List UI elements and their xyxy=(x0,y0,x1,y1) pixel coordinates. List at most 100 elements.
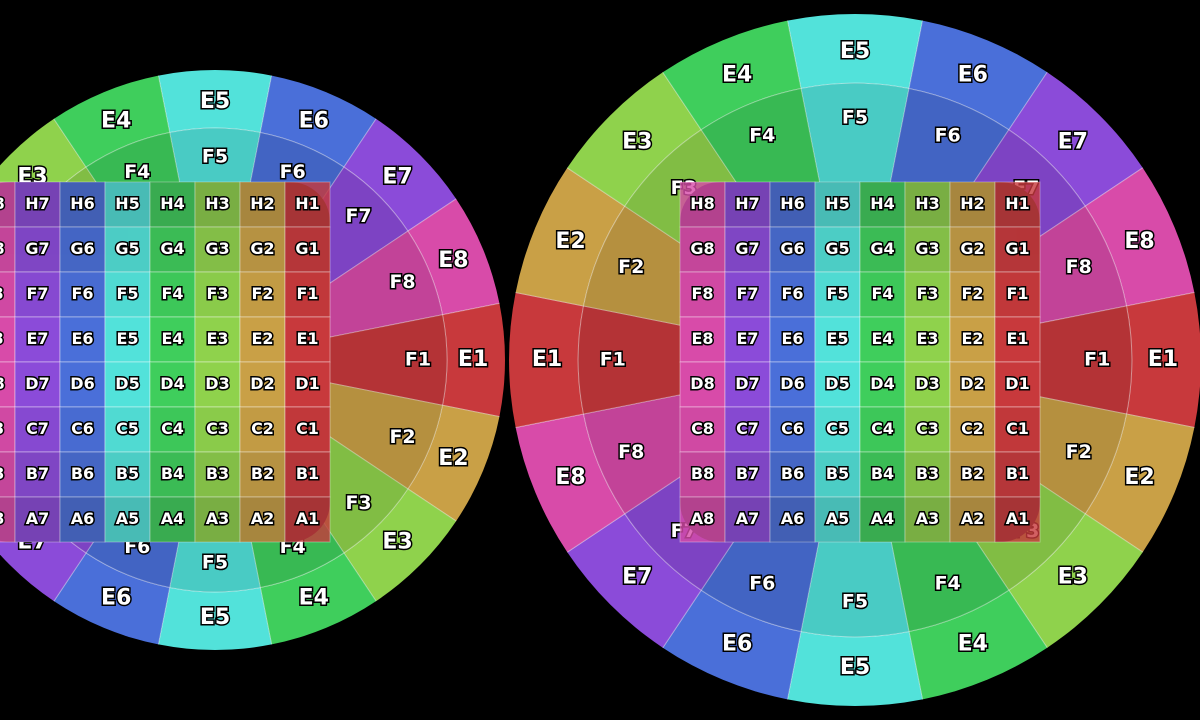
grid-label: B1 xyxy=(1006,464,1029,483)
grid-label: B7 xyxy=(26,464,49,483)
grid-cell xyxy=(679,271,726,318)
grid-cell xyxy=(769,451,816,498)
grid-cell xyxy=(59,226,106,273)
grid-label: C5 xyxy=(116,419,139,438)
grid-cell xyxy=(994,496,1041,543)
ring-label: E6 xyxy=(299,109,329,134)
grid-label: E7 xyxy=(26,329,48,348)
grid-cell xyxy=(994,316,1041,363)
grid-label: D1 xyxy=(1005,374,1029,393)
ring-label: E6 xyxy=(101,585,131,610)
ring-label: F2 xyxy=(618,256,644,278)
grid-label: C1 xyxy=(1006,419,1029,438)
grid-cell xyxy=(239,226,286,273)
grid-label: F1 xyxy=(296,284,318,303)
grid-cell xyxy=(104,226,151,273)
ring-label: E2 xyxy=(438,446,468,471)
grid-label: A6 xyxy=(71,509,95,528)
grid-label: H5 xyxy=(825,194,850,213)
grid-cell xyxy=(994,451,1041,498)
ring-label: E3 xyxy=(1058,565,1088,590)
grid-label: A7 xyxy=(736,509,760,528)
grid-cell xyxy=(994,406,1041,453)
grid-cell xyxy=(14,496,61,543)
grid-label: F4 xyxy=(161,284,183,303)
grid-label: D6 xyxy=(780,374,804,393)
grid-cell xyxy=(149,406,196,453)
grid-cell xyxy=(904,451,951,498)
ring-label: F5 xyxy=(202,552,228,574)
grid-cell xyxy=(904,181,951,228)
grid-label: E3 xyxy=(206,329,228,348)
grid-cell xyxy=(104,496,151,543)
grid-cell xyxy=(59,181,106,228)
grid-label: G2 xyxy=(960,239,984,258)
ring-label: F3 xyxy=(345,492,371,514)
grid-label: D2 xyxy=(960,374,984,393)
grid-cell xyxy=(14,181,61,228)
grid-label: D3 xyxy=(915,374,939,393)
grid-cell xyxy=(724,316,771,363)
grid-cell xyxy=(769,361,816,408)
ring-label: E3 xyxy=(382,530,412,555)
ring-label: E5 xyxy=(200,605,230,630)
ring-label: E4 xyxy=(958,631,988,656)
grid-cell xyxy=(724,406,771,453)
grid-cell xyxy=(769,271,816,318)
ring-label: F1 xyxy=(1084,349,1110,371)
grid-label: H3 xyxy=(915,194,940,213)
ring-label: E5 xyxy=(200,89,230,114)
grid-label: G1 xyxy=(295,239,319,258)
grid-cell xyxy=(949,271,996,318)
ring-label: F6 xyxy=(280,161,306,183)
grid-cell xyxy=(679,451,726,498)
grid-label: H1 xyxy=(295,194,320,213)
grid-label: E2 xyxy=(251,329,273,348)
ring-label: F8 xyxy=(618,441,644,463)
grid-label: H4 xyxy=(870,194,895,213)
grid-label: H2 xyxy=(250,194,275,213)
grid-label: C4 xyxy=(161,419,184,438)
grid-label: F8 xyxy=(691,284,713,303)
grid-cell xyxy=(814,496,861,543)
grid-label: A3 xyxy=(206,509,230,528)
grid-label: C5 xyxy=(826,419,849,438)
grid-label: G1 xyxy=(1005,239,1029,258)
grid-cell xyxy=(59,496,106,543)
grid-cell xyxy=(284,316,331,363)
grid-label: G3 xyxy=(915,239,939,258)
grid-label: D3 xyxy=(205,374,229,393)
grid-label: A6 xyxy=(781,509,805,528)
grid-label: B1 xyxy=(296,464,319,483)
fisheye-view: E5 F5 E6 F6 E7 F7 E8 F8 E1 F1 E2 F2 E3 F3 E4 F4 E5 F5 E6 F6… xyxy=(509,14,1200,706)
ring-label: F5 xyxy=(842,591,868,613)
grid-label: G3 xyxy=(205,239,229,258)
grid-cell xyxy=(194,316,241,363)
grid-label: A3 xyxy=(916,509,940,528)
grid-label: F6 xyxy=(781,284,803,303)
grid-cell xyxy=(994,361,1041,408)
ring-label: E2 xyxy=(1124,465,1154,490)
grid-cell xyxy=(284,496,331,543)
grid-cell xyxy=(814,271,861,318)
grid-label: H7 xyxy=(735,194,760,213)
grid-label: C3 xyxy=(206,419,229,438)
ring-label: F5 xyxy=(842,106,868,128)
grid-label: G8 xyxy=(0,239,5,258)
grid-label: C7 xyxy=(26,419,49,438)
grid-label: D7 xyxy=(25,374,49,393)
grid-label: H6 xyxy=(780,194,805,213)
ring-label: F8 xyxy=(1066,256,1092,278)
grid-label: G5 xyxy=(825,239,849,258)
grid-label: B5 xyxy=(116,464,139,483)
grid-cell xyxy=(769,181,816,228)
grid-label: G6 xyxy=(70,239,94,258)
grid-label: F2 xyxy=(251,284,273,303)
grid-cell xyxy=(769,406,816,453)
grid-label: H4 xyxy=(160,194,185,213)
grid-label: D8 xyxy=(690,374,714,393)
grid-label: B6 xyxy=(781,464,804,483)
grid-label: G4 xyxy=(870,239,894,258)
grid-label: H5 xyxy=(115,194,140,213)
grid-cell xyxy=(59,406,106,453)
